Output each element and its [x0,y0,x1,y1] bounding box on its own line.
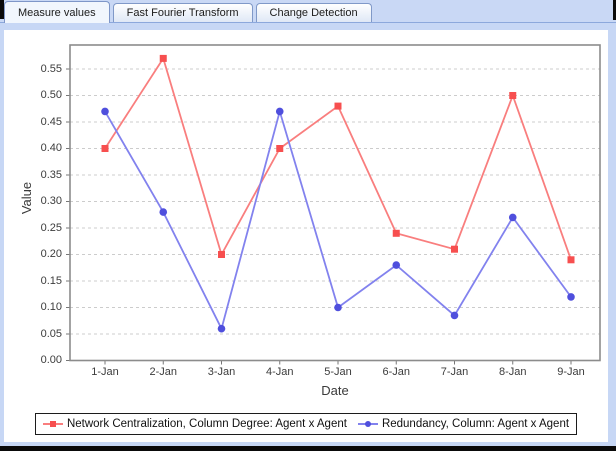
y-tick-label: 0.20 [40,248,62,260]
x-tick-label: 8-Jan [498,366,527,378]
window-bottom-bar [0,446,616,451]
tab-label: Change Detection [269,7,358,19]
x-tick-label: 7-Jan [440,366,469,378]
y-tick-label: 0.05 [40,327,62,340]
legend-row: Network Centralization, Column Degree: A… [4,413,608,435]
tabstrip-left-corner [0,0,4,19]
legend-square-marker-icon [42,420,63,429]
tab-strip: Measure values Fast Fourier Transform Ch… [0,0,616,23]
legend-circle-marker-icon [357,420,378,429]
tab-fast-fourier-transform[interactable]: Fast Fourier Transform [112,3,253,22]
chart-panel: Value Date 0.00 0.05 0.10 0.15 0.20 0.25 0.30 0… [4,30,608,442]
y-tick-label: 0.40 [40,142,62,154]
x-tick-label: 4-Jan [265,366,294,378]
tab-label: Fast Fourier Transform [126,7,239,19]
x-tick-label: 3-Jan [207,366,236,378]
tabstrip-right-corner [613,0,616,20]
x-tick-label: 9-Jan [557,366,585,378]
tab-change-detection[interactable]: Change Detection [255,3,372,22]
line-chart-svg [66,44,601,365]
tab-label: Measure values [18,6,96,19]
y-tick-label: 0.00 [40,354,62,366]
y-tick-label: 0.50 [40,89,62,101]
y-tick-label: 0.30 [40,195,62,207]
y-tick-label: 0.15 [40,274,62,287]
legend-item: Network Centralization, Column Degree: A… [42,418,347,430]
y-tick-label: 0.35 [40,168,62,181]
y-tick-label: 0.55 [40,62,62,75]
tab-content-panel: Value Date 0.00 0.05 0.10 0.15 0.20 0.25 0.30 0… [0,22,616,446]
y-tick-label: 0.25 [40,221,62,234]
x-tick-label: 5-Jan [324,366,352,378]
y-tick-label: 0.45 [40,115,62,128]
tab-measure-values[interactable]: Measure values [4,1,110,23]
x-axis-title: Date [321,383,349,398]
x-tick-label: 2-Jan [149,366,178,378]
legend-item: Redundancy, Column: Agent x Agent [357,418,570,430]
legend-label: Redundancy, Column: Agent x Agent [381,418,570,430]
y-tick-label: 0.10 [40,301,62,313]
legend-label: Network Centralization, Column Degree: A… [66,418,347,430]
x-tick-label: 6-Jan [382,366,411,378]
x-tick-label: 1-Jan [91,366,119,378]
chart-legend: Network Centralization, Column Degree: A… [34,413,578,435]
